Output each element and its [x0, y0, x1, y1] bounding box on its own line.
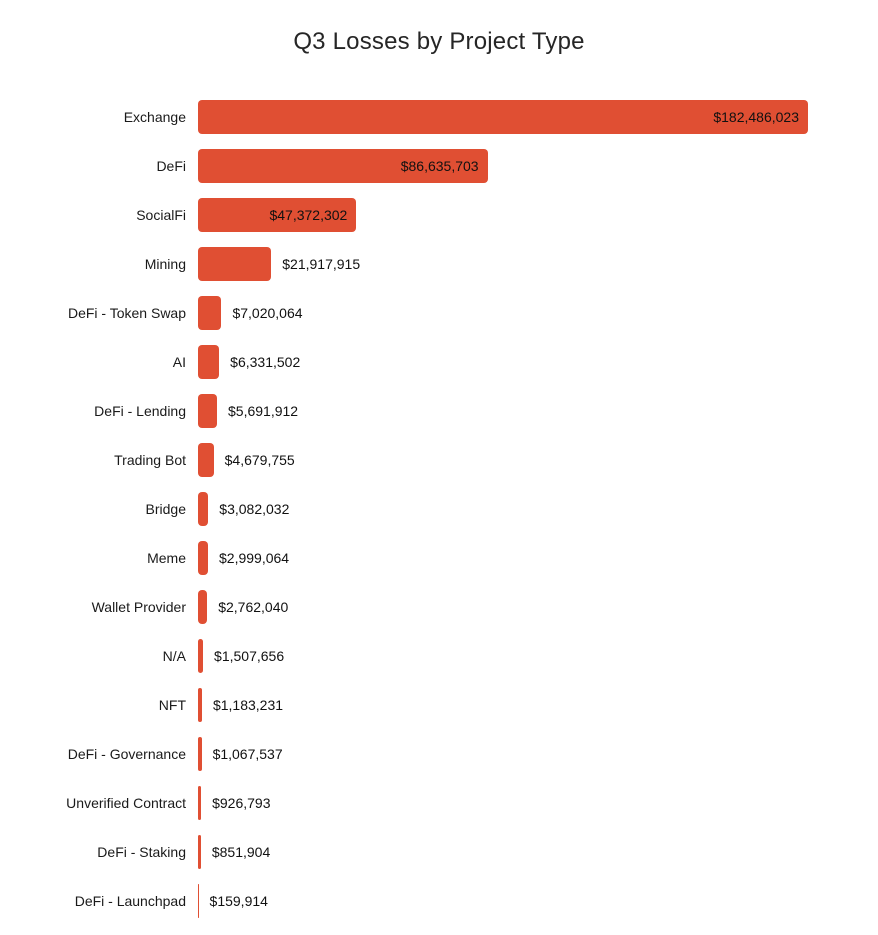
chart-row: Meme $2,999,064: [0, 533, 878, 582]
bar-track: $2,762,040: [198, 589, 878, 624]
category-label: Meme: [147, 549, 186, 566]
bar: [198, 834, 201, 869]
value-label: $1,183,231: [212, 696, 284, 713]
chart-row: SocialFi $47,372,302: [0, 190, 878, 239]
value-label: $926,793: [212, 794, 271, 811]
bar: [198, 540, 209, 575]
bar: $47,372,302: [198, 197, 357, 232]
category-label: N/A: [162, 647, 186, 664]
chart-title: Q3 Losses by Project Type: [293, 28, 585, 55]
category-label: Trading Bot: [114, 451, 186, 468]
chart-row: N/A $1,507,656: [0, 631, 878, 680]
chart-row: Mining $21,917,915: [0, 239, 878, 288]
category-label: DeFi: [156, 157, 186, 174]
chart-row: DeFi $86,635,703: [0, 141, 878, 190]
value-label: $3,082,032: [219, 500, 290, 517]
bar-track: $86,635,703: [198, 148, 878, 183]
bar: [198, 736, 202, 771]
bar-track: $1,067,537: [198, 736, 878, 771]
bar: [198, 246, 272, 281]
chart-row: Exchange $182,486,023: [0, 92, 878, 141]
value-label: $86,635,703: [400, 157, 479, 174]
category-label: DeFi - Launchpad: [74, 892, 186, 909]
bar: [198, 295, 222, 330]
bar-track: $47,372,302: [198, 197, 878, 232]
category-label: Unverified Contract: [66, 794, 186, 811]
value-label: $1,507,656: [214, 647, 285, 664]
bar-track: $3,082,032: [198, 491, 878, 526]
bar-track: $926,793: [198, 785, 878, 820]
bar: [198, 638, 204, 673]
bar-track: $7,020,064: [198, 295, 878, 330]
bar-track: $2,999,064: [198, 540, 878, 575]
chart-row: DeFi - Governance $1,067,537: [0, 729, 878, 778]
value-label: $21,917,915: [282, 255, 361, 272]
value-label: $851,904: [211, 843, 271, 860]
category-label: AI: [172, 353, 186, 370]
bar: [198, 883, 199, 918]
bar-track: $1,507,656: [198, 638, 878, 673]
value-label: $159,914: [209, 892, 268, 909]
category-label: Wallet Provider: [91, 598, 186, 615]
bar-track: $851,904: [198, 834, 878, 869]
bar: [198, 491, 209, 526]
bar: [198, 785, 202, 820]
chart-row: Wallet Provider $2,762,040: [0, 582, 878, 631]
bar: [198, 393, 218, 428]
chart-row: NFT $1,183,231: [0, 680, 878, 729]
chart-row: AI $6,331,502: [0, 337, 878, 386]
bar-track: $159,914: [198, 883, 878, 918]
value-label: $182,486,023: [713, 108, 799, 125]
category-label: Exchange: [123, 108, 186, 125]
bar-track: $6,331,502: [198, 344, 878, 379]
value-label: $47,372,302: [269, 206, 348, 223]
category-label: DeFi - Token Swap: [67, 304, 186, 321]
category-label: DeFi - Lending: [94, 402, 186, 419]
bar-chart: Exchange $182,486,023 DeFi $86,635,703 Socia…: [0, 92, 878, 925]
category-label: Mining: [144, 255, 186, 272]
value-label: $7,020,064: [232, 304, 303, 321]
chart-row: Unverified Contract $926,793: [0, 778, 878, 827]
chart-row: DeFi - Staking $851,904: [0, 827, 878, 876]
category-label: Bridge: [145, 500, 186, 517]
category-label: DeFi - Staking: [97, 843, 186, 860]
value-label: $4,679,755: [224, 451, 295, 468]
chart-row: DeFi - Launchpad $159,914: [0, 876, 878, 925]
bar-track: $182,486,023: [198, 99, 878, 134]
value-label: $6,331,502: [230, 353, 301, 370]
chart-row: Trading Bot $4,679,755: [0, 435, 878, 484]
bar: $182,486,023: [198, 99, 808, 134]
bar: [198, 442, 214, 477]
bar: $86,635,703: [198, 148, 488, 183]
chart-row: Bridge $3,082,032: [0, 484, 878, 533]
bar: [198, 687, 202, 722]
bar-track: $21,917,915: [198, 246, 878, 281]
bar: [198, 589, 208, 624]
bar-track: $4,679,755: [198, 442, 878, 477]
value-label: $2,762,040: [218, 598, 289, 615]
bar-track: $5,691,912: [198, 393, 878, 428]
bar-track: $1,183,231: [198, 687, 878, 722]
value-label: $1,067,537: [212, 745, 283, 762]
category-label: SocialFi: [136, 206, 186, 223]
category-label: DeFi - Governance: [67, 745, 186, 762]
bar: [198, 344, 220, 379]
category-label: NFT: [158, 696, 186, 713]
chart-row: DeFi - Lending $5,691,912: [0, 386, 878, 435]
chart-row: DeFi - Token Swap $7,020,064: [0, 288, 878, 337]
value-label: $2,999,064: [219, 549, 290, 566]
value-label: $5,691,912: [228, 402, 299, 419]
